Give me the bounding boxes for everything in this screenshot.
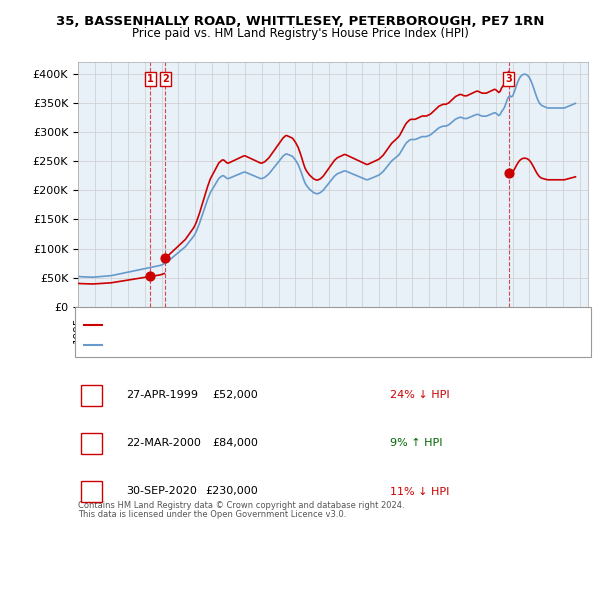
Text: £52,000: £52,000	[212, 391, 258, 401]
Text: 1: 1	[147, 74, 154, 84]
Text: 9% ↑ HPI: 9% ↑ HPI	[390, 438, 443, 448]
Text: £230,000: £230,000	[205, 487, 258, 496]
Text: Price paid vs. HM Land Registry's House Price Index (HPI): Price paid vs. HM Land Registry's House …	[131, 27, 469, 40]
Text: 22-MAR-2000: 22-MAR-2000	[126, 438, 201, 448]
Text: 35, BASSENHALLY ROAD, WHITTLESEY, PETERBOROUGH, PE7 1RN (detached house): 35, BASSENHALLY ROAD, WHITTLESEY, PETERB…	[105, 321, 483, 330]
Point	[504, 168, 514, 178]
Text: Contains HM Land Registry data © Crown copyright and database right 2024.: Contains HM Land Registry data © Crown c…	[78, 502, 404, 510]
Text: 1: 1	[88, 391, 95, 401]
Text: HPI: Average price, detached house, Fenland: HPI: Average price, detached house, Fenl…	[105, 340, 308, 350]
Point	[145, 272, 155, 281]
Text: 2: 2	[162, 74, 169, 84]
Text: 24% ↓ HPI: 24% ↓ HPI	[390, 391, 449, 401]
Text: 2: 2	[88, 438, 95, 448]
Text: This data is licensed under the Open Government Licence v3.0.: This data is licensed under the Open Gov…	[78, 510, 346, 519]
Text: 27-APR-1999: 27-APR-1999	[126, 391, 198, 401]
Text: 35, BASSENHALLY ROAD, WHITTLESEY, PETERBOROUGH, PE7 1RN: 35, BASSENHALLY ROAD, WHITTLESEY, PETERB…	[56, 15, 544, 28]
Point	[160, 253, 170, 263]
Text: £84,000: £84,000	[212, 438, 258, 448]
Text: 30-SEP-2020: 30-SEP-2020	[126, 487, 197, 496]
Text: 3: 3	[88, 487, 95, 496]
Text: 11% ↓ HPI: 11% ↓ HPI	[390, 487, 449, 496]
Text: 3: 3	[505, 74, 512, 84]
